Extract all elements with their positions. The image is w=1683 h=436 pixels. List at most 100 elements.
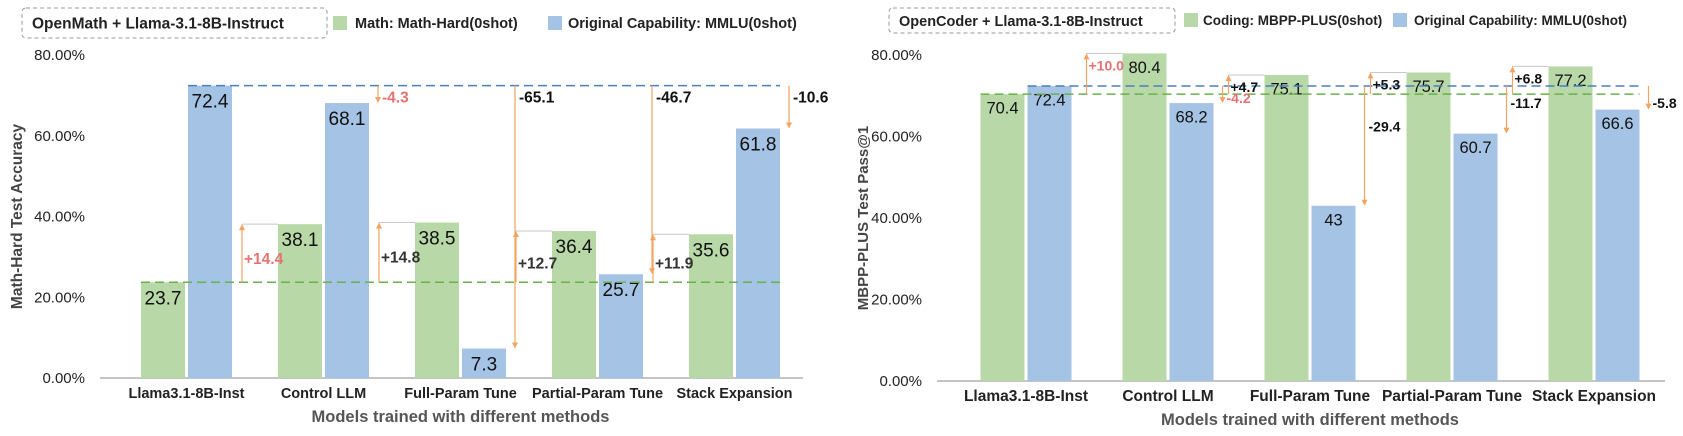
x-axis-label: Models trained with different methods xyxy=(1161,411,1459,429)
drop-label: -10.6 xyxy=(793,90,829,107)
drop-label: -11.7 xyxy=(1511,95,1542,111)
gain-label: +10.0 xyxy=(1089,57,1125,73)
drop-arrowhead xyxy=(512,342,518,349)
gain-arrowhead xyxy=(1509,66,1516,73)
bar-blue xyxy=(1453,133,1498,381)
bar-blue xyxy=(188,85,232,378)
drop-label: -46.7 xyxy=(656,90,691,107)
x-tick-label: Control LLM xyxy=(281,386,366,402)
y-tick-label: 80.00% xyxy=(871,47,922,64)
bar-value-label: 70.4 xyxy=(986,100,1018,118)
bar-blue xyxy=(599,274,643,378)
gain-arrowhead xyxy=(239,224,245,231)
gain-arrowhead xyxy=(1225,74,1232,81)
chart-panel-math: OpenMath + Llama-3.1-8B-Instruct Math: Ma… xyxy=(9,7,829,426)
bar-blue xyxy=(736,128,780,378)
chart-title: OpenMath + Llama-3.1-8B-Instruct xyxy=(32,16,284,33)
legend-swatch-green xyxy=(333,16,347,30)
legend-label-blue: Original Capability: MMLU(0shot) xyxy=(568,16,797,32)
bar-value-label: 35.6 xyxy=(693,240,730,261)
bar-blue xyxy=(1027,85,1072,381)
bar-green xyxy=(278,224,322,378)
gain-label: +14.4 xyxy=(244,251,284,268)
gain-label: +4.7 xyxy=(1231,79,1259,95)
legend-label-blue: Original Capability: MMLU(0shot) xyxy=(1414,13,1627,28)
bar-value-label: 68.2 xyxy=(1175,109,1207,127)
gain-label: +11.9 xyxy=(655,255,694,272)
x-tick-label: Full-Param Tune xyxy=(404,386,517,402)
drop-arrowhead xyxy=(1645,103,1652,110)
bar-green xyxy=(1406,72,1451,382)
gain-label: +12.7 xyxy=(518,255,557,272)
drop-arrowhead xyxy=(1361,199,1368,206)
bar-green xyxy=(980,94,1025,382)
y-tick-label: 40.00% xyxy=(871,210,922,227)
x-axis-label: Models trained with different methods xyxy=(312,408,610,426)
y-tick-label: 20.00% xyxy=(871,292,922,309)
x-tick-label: Partial-Param Tune xyxy=(532,386,663,402)
x-tick-label: Stack Expansion xyxy=(676,386,792,402)
chart-title-box xyxy=(888,7,1176,34)
bar-value-label: 68.1 xyxy=(329,109,366,130)
bar-value-label: 7.3 xyxy=(471,355,497,376)
y-tick-label: 80.00% xyxy=(34,47,85,64)
legend-label-green: Math: Math-Hard(0shot) xyxy=(355,16,518,32)
bar-green xyxy=(1548,66,1593,381)
bar-value-label: 25.7 xyxy=(603,280,640,301)
bar-value-label: 23.7 xyxy=(145,288,182,309)
bar-blue xyxy=(462,348,506,378)
y-tick-label: 20.00% xyxy=(34,289,85,306)
y-axis-label: Math-Hard Test Accuracy xyxy=(9,124,26,310)
legend-swatch-blue xyxy=(1393,13,1407,27)
bar-green xyxy=(141,282,185,378)
y-tick-label: 0.00% xyxy=(42,370,85,387)
bar-green xyxy=(552,231,596,378)
chart-title-box xyxy=(21,7,328,39)
bar-value-label: 60.7 xyxy=(1459,139,1491,157)
y-tick-label: 40.00% xyxy=(34,209,85,226)
bar-green xyxy=(415,222,459,378)
x-tick-label: Llama3.1-8B-Inst xyxy=(964,388,1088,405)
drop-arrowhead xyxy=(375,97,381,104)
gain-label: +14.8 xyxy=(381,250,421,267)
y-axis-label: MBPP-PLUS Test Pass@1 xyxy=(855,126,872,310)
gain-arrowhead xyxy=(650,234,656,241)
legend-label-green: Coding: MBPP-PLUS(0shot) xyxy=(1203,13,1382,28)
gain-arrowhead xyxy=(513,231,519,238)
drop-arrowhead xyxy=(786,122,792,129)
bar-value-label: 77.2 xyxy=(1554,72,1586,90)
bar-value-label: 80.4 xyxy=(1128,59,1160,77)
gain-label: +6.8 xyxy=(1515,70,1543,86)
drop-label: -5.8 xyxy=(1653,95,1677,111)
gain-arrowhead xyxy=(376,222,382,229)
bar-value-label: 72.4 xyxy=(1033,91,1065,109)
gain-arrowhead xyxy=(1367,72,1374,79)
bar-value-label: 36.4 xyxy=(556,237,593,258)
x-tick-label: Llama3.1-8B-Inst xyxy=(128,386,244,402)
drop-label: -4.2 xyxy=(1227,90,1251,106)
legend-swatch-green xyxy=(1184,13,1198,27)
drop-label: -4.3 xyxy=(382,90,409,107)
drop-label: -29.4 xyxy=(1369,118,1401,134)
gain-arrowhead xyxy=(1083,53,1090,60)
bar-value-label: 61.8 xyxy=(740,134,777,155)
bar-value-label: 43 xyxy=(1324,211,1342,229)
bar-green xyxy=(1264,74,1309,381)
bar-blue xyxy=(1169,103,1214,382)
bar-value-label: 75.7 xyxy=(1412,78,1444,96)
legend-swatch-blue xyxy=(548,16,562,30)
bar-green xyxy=(689,234,733,378)
bar-blue xyxy=(1595,109,1640,381)
chart-title: OpenCoder + Llama-3.1-8B-Instruct xyxy=(899,14,1143,30)
x-tick-label: Control LLM xyxy=(1122,388,1213,405)
drop-arrowhead xyxy=(1219,97,1226,104)
bar-value-label: 75.1 xyxy=(1270,80,1302,98)
bar-value-label: 38.1 xyxy=(282,230,319,251)
drop-arrowhead xyxy=(1503,127,1510,134)
x-tick-label: Full-Param Tune xyxy=(1250,388,1371,405)
y-tick-label: 60.00% xyxy=(871,129,922,146)
y-tick-label: 0.00% xyxy=(879,373,922,390)
bar-value-label: 72.4 xyxy=(192,92,229,113)
drop-label: -65.1 xyxy=(519,90,555,107)
